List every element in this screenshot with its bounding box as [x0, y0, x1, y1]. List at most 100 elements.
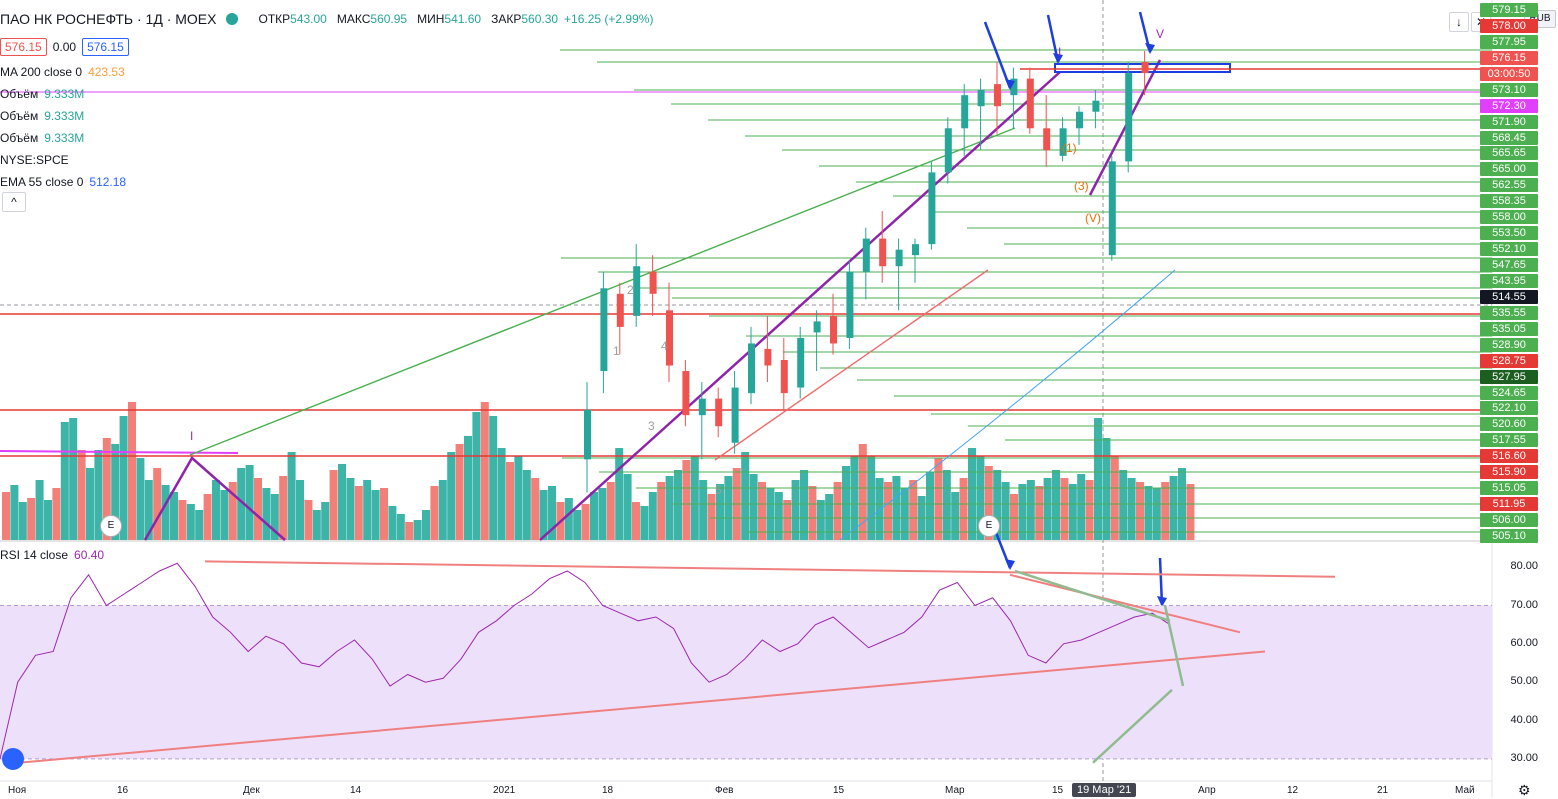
candle-body [862, 238, 870, 272]
volume-bar [2, 492, 10, 540]
volume-bar [472, 412, 481, 540]
earnings-badge[interactable]: E [978, 515, 1000, 537]
time-tick-label: 12 [1287, 785, 1299, 796]
wave-label: I [190, 429, 193, 443]
volume-bar [380, 488, 388, 540]
legend-row[interactable]: Объём 9.333M [0, 87, 84, 101]
wave-label: I [1058, 45, 1061, 59]
volume-bar [716, 484, 724, 540]
candle-body [797, 337, 805, 388]
volume-bar [497, 448, 506, 540]
legend-row[interactable]: EMA 55 close 0 512.18 [0, 175, 126, 189]
legend-row[interactable]: NYSE:SPCE [0, 153, 75, 167]
rsi-projection [1163, 605, 1185, 687]
volume-bar [900, 488, 909, 540]
volume-bar [783, 500, 792, 540]
volume-bar [254, 478, 262, 540]
price-label: 520.60 [1480, 417, 1538, 432]
arrow-head-icon [1157, 596, 1167, 607]
buy-button[interactable]: 576.15 [82, 38, 129, 56]
price-label: 572.30 [1480, 98, 1538, 113]
candle-body [666, 310, 673, 366]
price-label: 558.00 [1480, 210, 1538, 225]
open-value: 543.00 [290, 12, 327, 26]
volume-bar [220, 490, 229, 540]
candle-body [977, 89, 985, 107]
gear-icon[interactable]: ⚙ [1518, 782, 1531, 798]
volume-bar [1144, 486, 1153, 540]
candle-body [715, 398, 723, 427]
volume-bar [615, 448, 624, 540]
volume-bar [371, 490, 380, 540]
volume-bar [640, 506, 649, 540]
symbol-title[interactable]: ПАО НК РОСНЕФТЬ · 1Д · MOEX [0, 11, 217, 27]
price-label: 579.15 [1480, 3, 1538, 17]
rsi-projection [1014, 569, 1171, 623]
volume-bar [1169, 476, 1178, 540]
volume-bar [136, 458, 145, 540]
price-label: 535.55 [1480, 305, 1538, 320]
candle-body [1010, 78, 1018, 96]
time-tick-label: 21 [1377, 785, 1389, 796]
rsi-trend-resistance [204, 560, 1336, 578]
volume-bar [18, 502, 27, 540]
sell-button[interactable]: 576.15 [0, 38, 47, 56]
ema-line [839, 269, 1176, 541]
price-label: 522.10 [1480, 401, 1538, 416]
close-label: ЗАКР [491, 12, 522, 26]
rsi-tick-label: 50.00 [1510, 675, 1538, 688]
down-arrow-button[interactable]: ↓ [1449, 12, 1469, 32]
collapse-legend-button[interactable]: ^ [2, 192, 26, 212]
legend-name: Объём [0, 87, 39, 101]
candle-body [1026, 78, 1034, 129]
volume-bar [489, 416, 498, 540]
wave-label: 5 [715, 483, 722, 497]
volume-bar [926, 472, 934, 540]
candle-body [879, 238, 887, 267]
blue-arrow-icon [983, 21, 1012, 89]
rsi-legend-name: RSI 14 close [0, 548, 69, 562]
volume-bar [1060, 478, 1069, 540]
rsi-tick-label: 70.00 [1510, 598, 1538, 611]
legend-row[interactable]: MA 200 close 0 423.53 [0, 65, 125, 79]
earnings-badge[interactable]: E [100, 515, 122, 537]
candle-body [1125, 73, 1133, 162]
volume-bar [976, 456, 985, 540]
volume-bar [808, 486, 817, 540]
volume-bar [119, 416, 128, 540]
volume-bar [531, 478, 540, 540]
volume-bar [581, 504, 590, 540]
volume-bar [186, 504, 195, 540]
legend-row[interactable]: Объём 9.333M [0, 109, 84, 123]
volume-bar [195, 510, 204, 540]
volume-bar [657, 482, 666, 540]
wave-label: 2 [627, 283, 634, 297]
candle-body [633, 266, 641, 316]
volume-bar [1035, 486, 1044, 540]
rsi-legend[interactable]: RSI 14 close 60.40 [0, 548, 104, 562]
price-label: 516.60 [1480, 449, 1538, 464]
volume-bar [480, 402, 489, 540]
volume-bar [539, 490, 548, 540]
rsi-tick-label: 40.00 [1510, 713, 1538, 726]
volume-bar [321, 502, 330, 540]
candle-body [928, 172, 936, 245]
volume-bar [1010, 494, 1018, 540]
volume-bar [1043, 478, 1052, 540]
volume-bar [447, 452, 456, 540]
candle-body [895, 249, 903, 267]
volume-bar [1052, 470, 1060, 540]
volume-bar [438, 480, 447, 540]
tradingview-logo-icon[interactable] [2, 748, 24, 770]
trade-boxes: 576.15 0.00 576.15 [0, 38, 129, 56]
volume-bar [741, 452, 750, 540]
chart-header: ПАО НК РОСНЕФТЬ · 1Д · MOEX ОТКР 543.00 М… [0, 8, 653, 30]
candle-body [994, 84, 1001, 107]
volume-bar [405, 522, 414, 540]
candle-body [944, 128, 952, 173]
legend-row[interactable]: Объём 9.333M [0, 131, 84, 145]
rsi-legend-value: 60.40 [74, 548, 105, 562]
volume-bar [1161, 482, 1170, 540]
